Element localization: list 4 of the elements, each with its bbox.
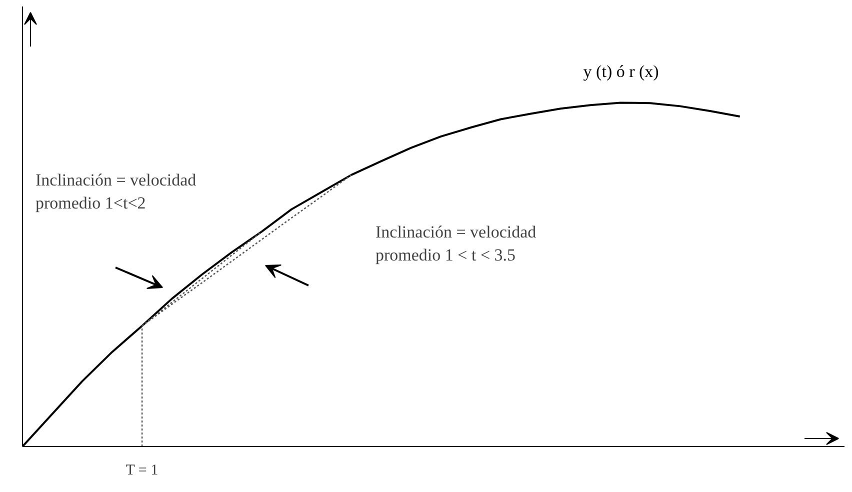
annotation: Inclinación = velocidad promedio 1 < t < 3.5 (376, 222, 537, 264)
annotation: Inclinación = velocidad promedio 1<t<2 (36, 170, 197, 212)
text: T = 1 (126, 462, 158, 478)
series-label: y (t) ó r (x) (583, 62, 659, 81)
